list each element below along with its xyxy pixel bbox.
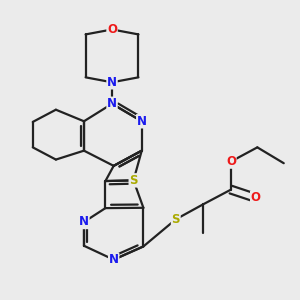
Text: O: O (226, 155, 236, 168)
Text: N: N (137, 115, 147, 128)
Text: N: N (109, 253, 119, 266)
Text: S: S (172, 213, 180, 226)
Text: N: N (107, 97, 117, 110)
Text: S: S (129, 174, 138, 187)
Text: N: N (107, 76, 117, 89)
Text: O: O (251, 191, 261, 204)
Text: O: O (107, 23, 117, 36)
Text: N: N (79, 215, 89, 229)
